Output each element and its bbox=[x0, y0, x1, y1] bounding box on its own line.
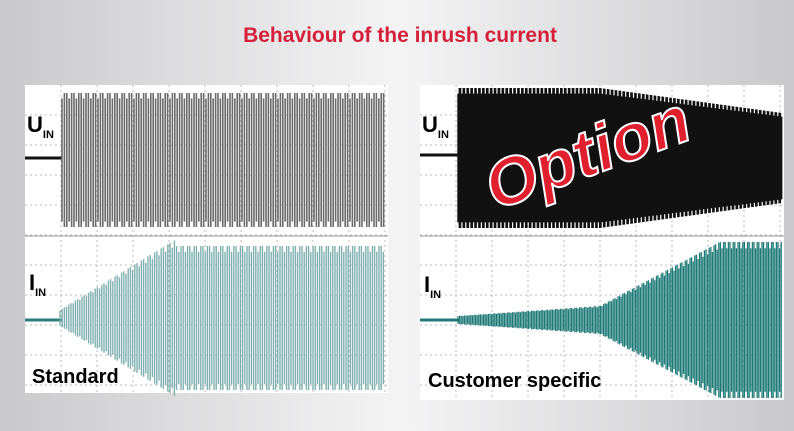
waveform bbox=[62, 93, 384, 227]
symbol: U bbox=[27, 112, 43, 137]
page: Behaviour of the inrush current UIN IIN … bbox=[0, 0, 794, 431]
subscript: IN bbox=[438, 129, 449, 141]
figure: Behaviour of the inrush current UIN IIN … bbox=[0, 0, 794, 431]
symbol: U bbox=[422, 112, 438, 137]
subscript: IN bbox=[35, 287, 46, 299]
subscript: IN bbox=[43, 129, 54, 141]
caption: Standard bbox=[32, 366, 119, 388]
subscript: IN bbox=[430, 289, 441, 301]
title: Behaviour of the inrush current bbox=[243, 24, 557, 47]
caption: Customer specific bbox=[428, 370, 601, 392]
